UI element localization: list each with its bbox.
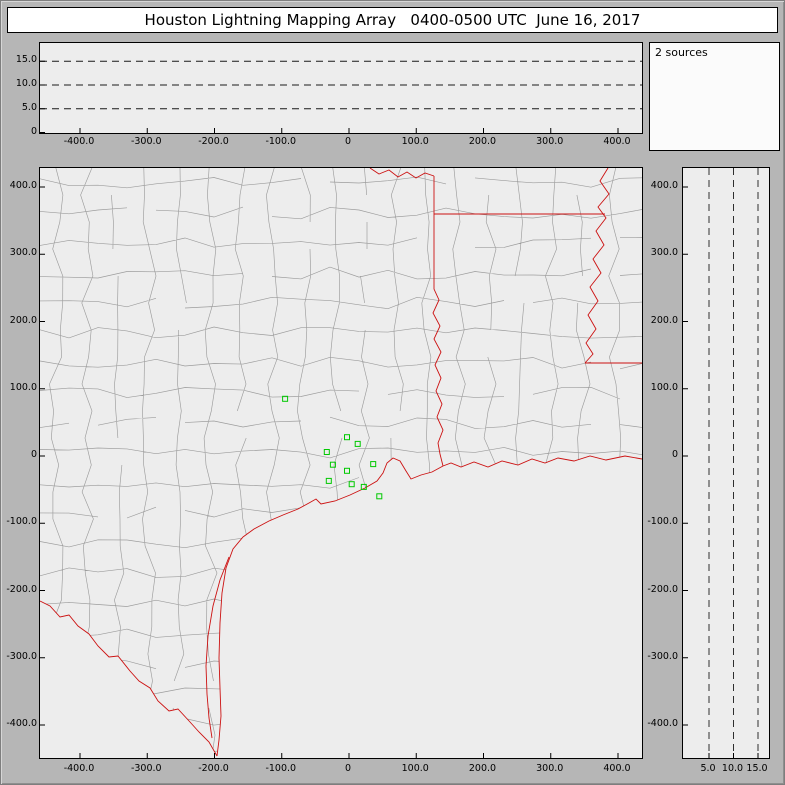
ns-tick-label: 200.0	[650, 314, 678, 326]
ns-tick-label: -200.0	[6, 583, 37, 595]
window-title: Houston Lightning Mapping Array 0400-050…	[144, 11, 641, 29]
red-river-border	[369, 168, 435, 179]
ew-tick-label: 200.0	[468, 763, 497, 774]
ew-tick-label: 300.0	[536, 763, 564, 774]
altitude-ns-panel[interactable]	[682, 167, 770, 759]
ns-tick-label: 300.0	[9, 247, 37, 259]
alt-tick-label: 15.0	[746, 763, 768, 774]
alt-tick-label: 10.0	[721, 763, 744, 774]
ns-tick-label: -300.0	[6, 650, 37, 662]
ns-tick-label: 0	[30, 449, 37, 460]
lma-station-marker	[323, 449, 330, 455]
ns-tick-label: -300.0	[647, 650, 678, 662]
lma-station-marker	[354, 440, 361, 447]
ns-tick-label: 400.0	[650, 180, 678, 191]
ew-tick-label: 400.0	[603, 136, 631, 147]
texas-louisiana-border	[432, 176, 444, 467]
lma-station-marker	[360, 483, 367, 490]
sources-histogram-panel[interactable]: 2 sources	[649, 42, 780, 151]
alt-tick-label: 15.0	[15, 54, 37, 66]
ew-tick-label: 100.0	[401, 136, 429, 147]
plan-view-map[interactable]	[40, 168, 642, 758]
ew-tick-label: -100.0	[265, 763, 297, 774]
rio-grande-border	[40, 600, 218, 757]
alt-tick-label: 5.0	[700, 763, 716, 774]
ew-tick-label: -100.0	[265, 136, 297, 147]
sources-count-label: 2 sources	[655, 46, 708, 59]
ns-tick-label: -100.0	[6, 516, 37, 528]
ew-tick-label: 200.0	[468, 136, 497, 147]
mississippi-river-border	[584, 168, 610, 364]
title-bar: Houston Lightning Mapping Array 0400-050…	[7, 7, 778, 33]
laguna-madre-shoreline	[205, 556, 230, 739]
ns-tick-label: -400.0	[647, 718, 678, 729]
ns-tick-label: 0	[671, 449, 678, 460]
ew-tick-label: 0	[344, 136, 352, 147]
ew-tick-label: -200.0	[198, 763, 229, 774]
ew-tick-label: -400.0	[63, 136, 95, 147]
alt-tick-label: 0	[30, 125, 37, 137]
ew-tick-label: 0	[344, 763, 352, 774]
ew-tick-label: -200.0	[198, 136, 229, 147]
ns-tick-label: 400.0	[9, 180, 37, 191]
altitude-ew-plot[interactable]	[40, 43, 642, 133]
ns-tick-label: 300.0	[650, 247, 678, 259]
ew-tick-label: 300.0	[536, 136, 564, 147]
ew-tick-label: 400.0	[603, 763, 631, 774]
alt-tick-label: 5.0	[21, 101, 37, 113]
lma-station-marker	[348, 481, 355, 488]
ns-tick-label: 100.0	[650, 381, 678, 393]
ns-tick-label: -100.0	[647, 516, 678, 528]
ew-tick-label: -300.0	[130, 763, 162, 774]
lma-station-marker	[344, 434, 350, 441]
gulf-coastline	[216, 455, 642, 757]
altitude-ns-plot[interactable]	[683, 168, 769, 758]
lma-station-marker	[325, 477, 332, 484]
lma-station-marker	[370, 461, 377, 468]
lma-stations	[282, 395, 383, 500]
ns-tick-label: -200.0	[647, 583, 678, 595]
ew-tick-label: 100.0	[401, 763, 429, 774]
ew-tick-label: -400.0	[63, 763, 95, 774]
lma-station-marker	[344, 467, 350, 474]
mexico-area	[40, 601, 217, 758]
ns-tick-label: -400.0	[6, 718, 37, 729]
gulf-of-mexico-water	[217, 456, 642, 758]
alt-tick-label: 10.0	[15, 78, 37, 89]
lma-station-marker	[329, 461, 336, 468]
plan-view-map-panel[interactable]	[39, 167, 643, 759]
ns-tick-label: 200.0	[9, 314, 37, 326]
ns-tick-label: 100.0	[9, 381, 37, 393]
altitude-ew-panel[interactable]	[39, 42, 643, 134]
ew-tick-label: -300.0	[130, 136, 162, 147]
lma-station-marker	[376, 493, 383, 500]
lma-station-marker	[282, 395, 289, 402]
